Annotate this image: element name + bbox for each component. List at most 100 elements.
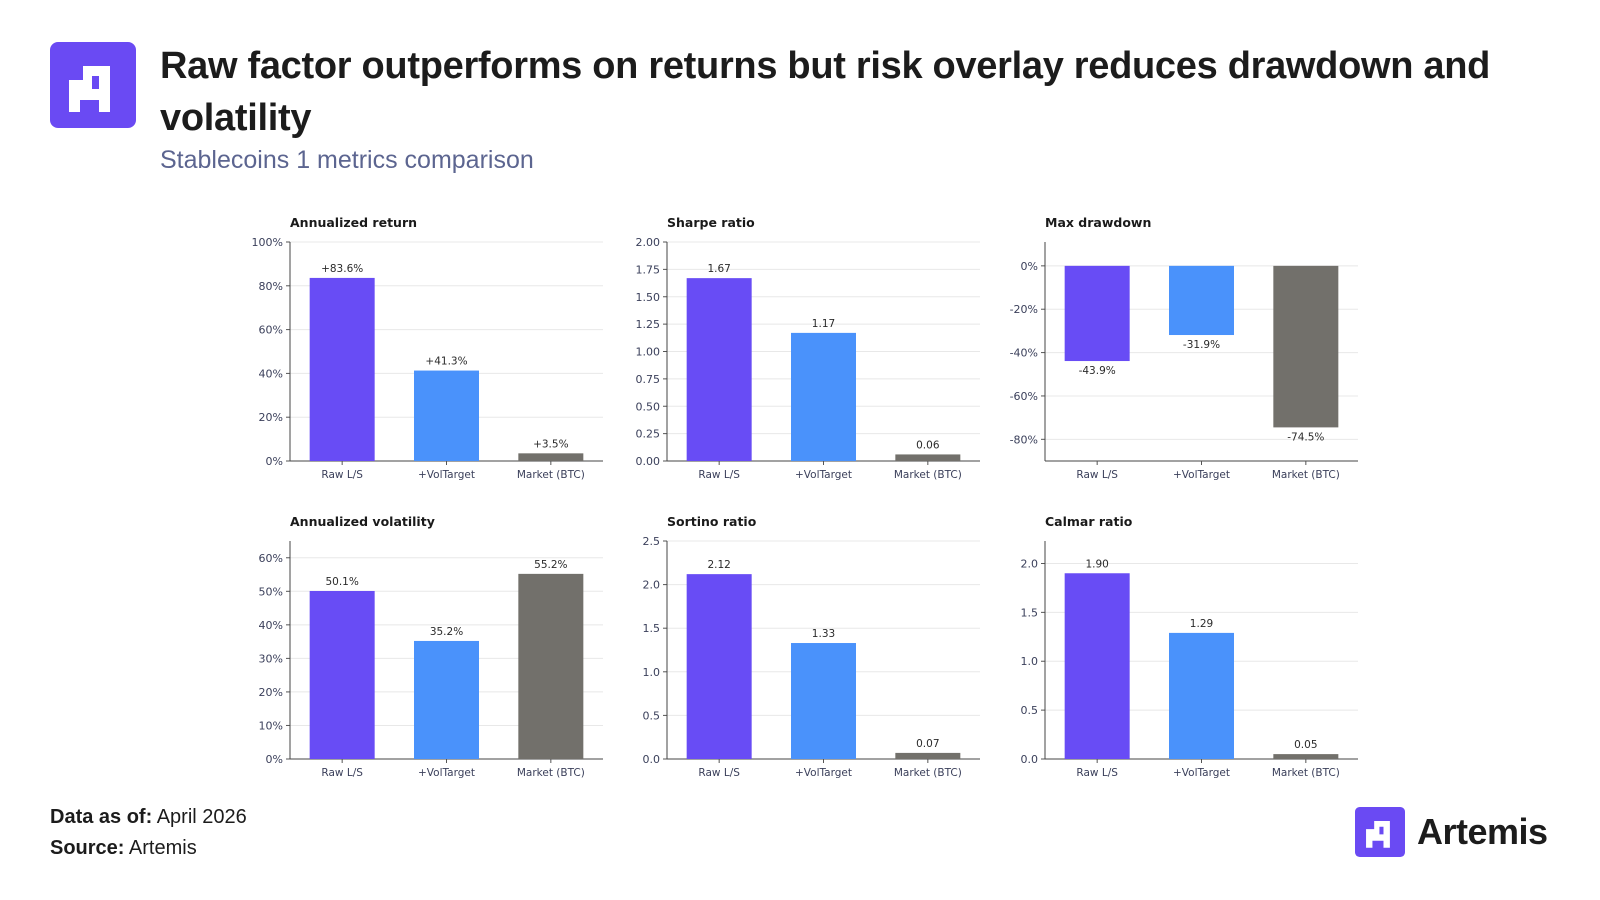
y-tick-label: 100% bbox=[252, 236, 283, 249]
bar bbox=[895, 454, 961, 461]
x-tick-label: Market (BTC) bbox=[517, 767, 585, 779]
data-label: 0.05 bbox=[1294, 739, 1317, 751]
page-subtitle: Stablecoins 1 metrics comparison bbox=[160, 146, 534, 174]
x-tick-label: +VolTarget bbox=[1173, 469, 1230, 481]
bar bbox=[1064, 265, 1130, 362]
y-tick-label: 2.0 bbox=[1021, 557, 1039, 570]
y-tick-label: 2.0 bbox=[643, 579, 661, 592]
y-tick-label: 1.50 bbox=[636, 291, 661, 304]
y-tick-label: 0.75 bbox=[636, 373, 661, 386]
x-tick-label: Market (BTC) bbox=[894, 767, 962, 779]
bar bbox=[414, 370, 479, 461]
y-tick-label: 1.00 bbox=[636, 346, 661, 359]
chart-title: Calmar ratio bbox=[1045, 514, 1133, 529]
x-tick-label: Raw L/S bbox=[698, 767, 740, 779]
data-label: +83.6% bbox=[321, 263, 363, 275]
source: Source: Artemis bbox=[50, 833, 247, 864]
y-tick-label: 0% bbox=[266, 455, 283, 468]
x-tick-label: Market (BTC) bbox=[517, 469, 585, 481]
bar bbox=[1169, 265, 1234, 336]
y-tick-label: 10% bbox=[259, 719, 283, 732]
data-label: 55.2% bbox=[534, 559, 567, 571]
y-tick-label: -20% bbox=[1010, 303, 1038, 316]
x-tick-label: Market (BTC) bbox=[894, 469, 962, 481]
y-tick-label: -40% bbox=[1010, 347, 1038, 360]
y-tick-label: 2.00 bbox=[636, 236, 661, 249]
data-label: 0.07 bbox=[916, 738, 939, 750]
data-as-of-value: April 2026 bbox=[152, 806, 247, 828]
x-tick-label: Raw L/S bbox=[1076, 767, 1118, 779]
bar bbox=[309, 590, 375, 759]
x-tick-label: Market (BTC) bbox=[1272, 469, 1340, 481]
y-tick-label: -80% bbox=[1010, 433, 1038, 446]
y-tick-label: 60% bbox=[259, 552, 283, 565]
chart-title: Sharpe ratio bbox=[667, 215, 755, 230]
brand-logo: Artemis bbox=[1355, 806, 1548, 858]
brand-name: Artemis bbox=[1417, 811, 1548, 852]
source-label: Source: bbox=[50, 837, 125, 859]
y-tick-label: 80% bbox=[259, 280, 283, 293]
x-tick-label: +VolTarget bbox=[418, 469, 475, 481]
data-label: 35.2% bbox=[430, 626, 463, 638]
x-tick-label: Raw L/S bbox=[698, 469, 740, 481]
y-tick-label: 0% bbox=[1021, 260, 1038, 273]
y-tick-label: 1.0 bbox=[643, 666, 661, 679]
chart-title: Sortino ratio bbox=[667, 514, 757, 529]
x-tick-label: +VolTarget bbox=[795, 767, 852, 779]
x-tick-label: Raw L/S bbox=[321, 767, 363, 779]
chart-title: Max drawdown bbox=[1045, 215, 1151, 230]
y-tick-label: 0% bbox=[266, 753, 283, 766]
data-label: +3.5% bbox=[533, 438, 568, 450]
y-tick-label: 0.50 bbox=[636, 400, 661, 413]
x-tick-label: +VolTarget bbox=[795, 469, 852, 481]
data-label: 1.67 bbox=[707, 263, 730, 275]
data-label: 1.17 bbox=[812, 318, 835, 330]
bar bbox=[1273, 265, 1339, 428]
data-label: -43.9% bbox=[1079, 365, 1116, 377]
bar bbox=[895, 752, 961, 759]
data-label: 50.1% bbox=[325, 576, 358, 588]
x-tick-label: +VolTarget bbox=[418, 767, 475, 779]
bar bbox=[1273, 754, 1339, 759]
x-tick-label: Market (BTC) bbox=[1272, 767, 1340, 779]
y-tick-label: -60% bbox=[1010, 390, 1038, 403]
bar bbox=[686, 574, 752, 759]
bar bbox=[518, 573, 584, 759]
y-tick-label: 0.5 bbox=[643, 709, 661, 722]
bar bbox=[791, 643, 856, 759]
y-tick-label: 1.5 bbox=[1021, 606, 1039, 619]
source-value: Artemis bbox=[124, 837, 197, 859]
y-tick-label: 0.00 bbox=[636, 455, 661, 468]
bar bbox=[791, 332, 856, 461]
y-tick-label: 1.0 bbox=[1021, 655, 1039, 668]
bar bbox=[414, 640, 479, 759]
data-as-of-label: Data as of: bbox=[50, 806, 153, 828]
y-tick-label: 1.75 bbox=[636, 263, 661, 276]
data-label: +41.3% bbox=[425, 356, 467, 368]
data-label: 1.33 bbox=[812, 628, 835, 640]
y-tick-label: 2.5 bbox=[643, 535, 661, 548]
x-tick-label: +VolTarget bbox=[1173, 767, 1230, 779]
y-tick-label: 40% bbox=[259, 367, 283, 380]
page-title: Raw factor outperforms on returns but ri… bbox=[160, 45, 1491, 139]
data-label: 2.12 bbox=[707, 559, 730, 571]
y-tick-label: 1.25 bbox=[636, 318, 661, 331]
y-tick-label: 30% bbox=[259, 652, 283, 665]
artemis-logo-icon bbox=[50, 42, 136, 128]
chart-title: Annualized return bbox=[290, 215, 417, 230]
y-tick-label: 0.0 bbox=[1021, 753, 1039, 766]
y-tick-label: 60% bbox=[259, 324, 283, 337]
data-label: 1.29 bbox=[1190, 618, 1213, 630]
y-tick-label: 0.25 bbox=[636, 428, 661, 441]
bar bbox=[686, 278, 752, 461]
data-as-of: Data as of: April 2026 bbox=[50, 802, 247, 833]
data-label: 1.90 bbox=[1085, 558, 1108, 570]
bar bbox=[518, 453, 584, 461]
y-tick-label: 50% bbox=[259, 585, 283, 598]
x-tick-label: Raw L/S bbox=[321, 469, 363, 481]
bar bbox=[1064, 573, 1130, 759]
chart-title: Annualized volatility bbox=[290, 514, 435, 529]
y-tick-label: 0.5 bbox=[1021, 704, 1039, 717]
y-tick-label: 1.5 bbox=[643, 622, 661, 635]
